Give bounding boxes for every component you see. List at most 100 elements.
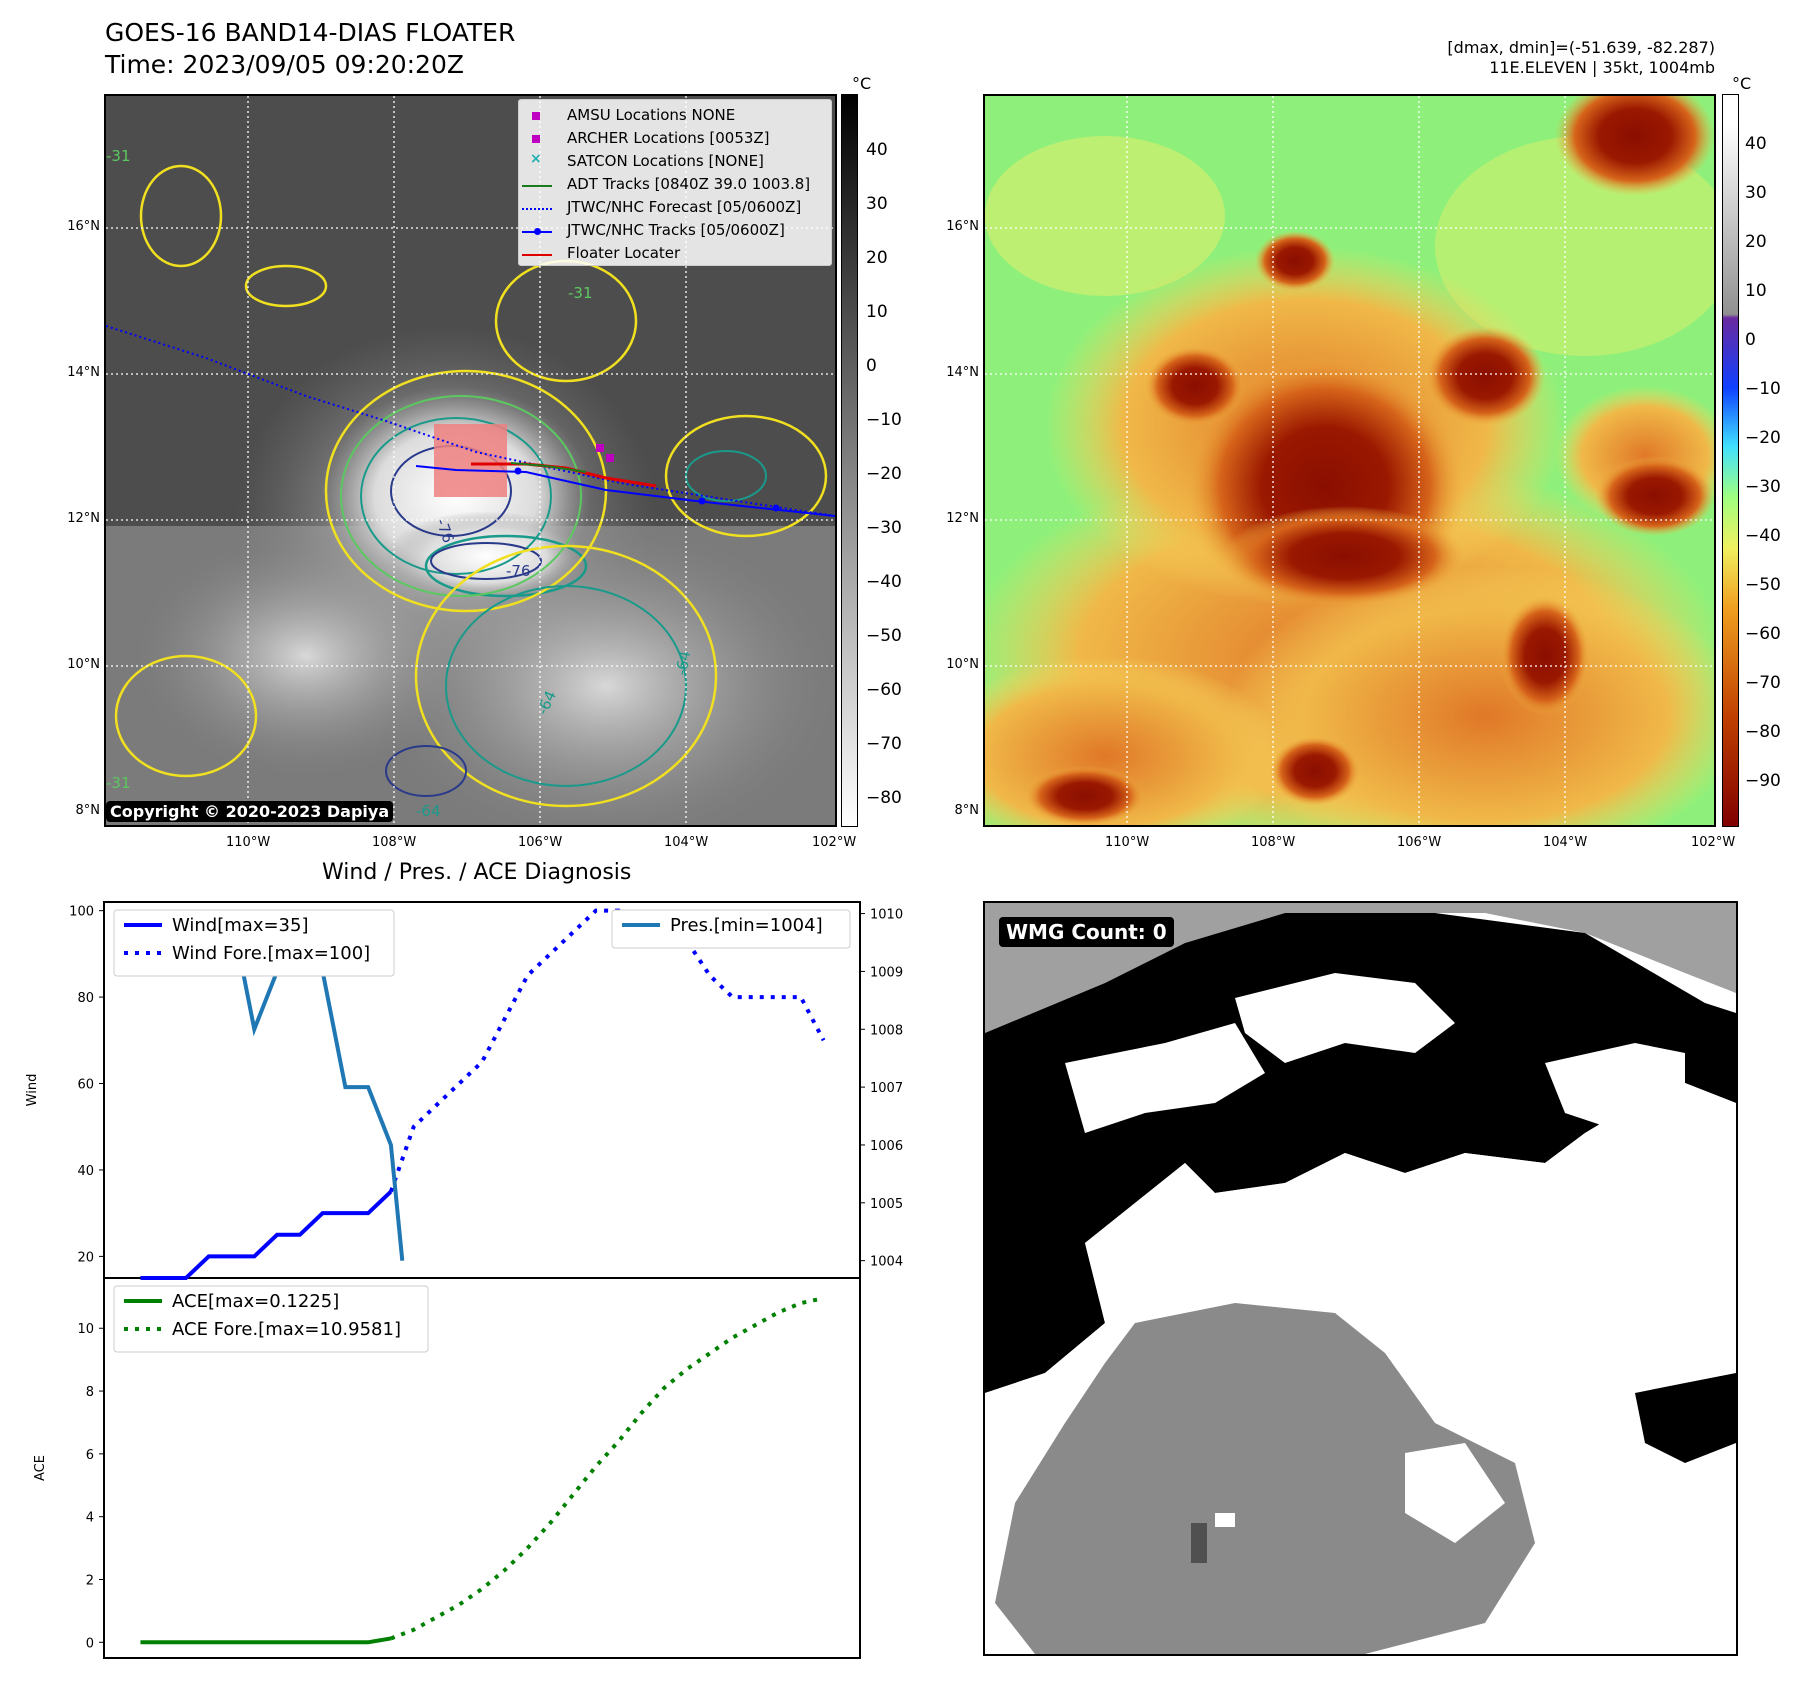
contour-label: -31 (106, 147, 131, 165)
contour-label: -76 (506, 562, 531, 580)
colorbar-tick: −40 (866, 572, 902, 592)
pressure-ytick-label: 1010 (870, 908, 903, 923)
legend-label: JTWC/NHC Tracks [05/0600Z] (567, 221, 785, 239)
legend-label: AMSU Locations NONE (567, 106, 736, 124)
lat-tick: 12°N (946, 511, 979, 526)
colorbar-tick: −10 (1745, 379, 1781, 399)
pressure-ytick-label: 1007 (870, 1081, 903, 1096)
legend-swatch (532, 135, 540, 143)
colorbar-tick: 40 (1745, 134, 1767, 154)
colorbar-tick: −10 (866, 410, 902, 430)
colorbar-tick: −70 (1745, 673, 1781, 693)
colorbar-tick: 0 (866, 356, 877, 376)
ace-panel-series-0 (140, 1636, 392, 1645)
wmg-mask (985, 903, 1736, 1654)
lon-tick: 110°W (226, 835, 271, 850)
colorbar-tick: 0 (1745, 330, 1756, 350)
lat-tick: 14°N (946, 365, 979, 380)
top-left-title-line1: GOES-16 BAND14-DIAS FLOATER (105, 18, 516, 47)
pressure-ytick-label: 1009 (870, 965, 903, 980)
contour-label: -64 (672, 649, 694, 676)
enhanced-ir-image (985, 96, 1714, 825)
chart-legend-label: ACE Fore.[max=10.9581] (172, 1319, 401, 1340)
wmg-panel: WMG Count: 0 (983, 901, 1738, 1656)
ace-ytick-label: 6 (86, 1448, 94, 1463)
lat-tick: 12°N (67, 511, 100, 526)
colorbar-tick: 20 (1745, 232, 1767, 252)
lon-tick: 108°W (372, 835, 417, 850)
ace-panel-frame (103, 1277, 861, 1659)
contour-label: -31 (568, 284, 593, 302)
chart-legend-label: Wind[max=35] (172, 915, 309, 936)
legend-label: JTWC/NHC Forecast [05/0600Z] (567, 198, 802, 216)
colorbar-tick: 40 (866, 140, 888, 160)
colorbar-tick: −80 (1745, 722, 1781, 742)
pressure-ytick-label: 1005 (870, 1197, 903, 1212)
legend-label: SATCON Locations [NONE] (567, 152, 764, 170)
track-line (415, 465, 835, 517)
colorbar-tick: 20 (866, 248, 888, 268)
colorbar-tick: −40 (1745, 526, 1781, 546)
contour-label: -64 (416, 802, 441, 820)
colorbar-tick: −50 (1745, 575, 1781, 595)
top-right-colorbar-unit: °C (1732, 74, 1752, 93)
colorbar-tick: −30 (1745, 477, 1781, 497)
legend-swatch (522, 185, 552, 187)
colorbar-tick: −70 (866, 734, 902, 754)
ir-image-panel: -76 -76 -64 -64 -31 -31 -31 -64 Copyrigh… (104, 94, 837, 827)
colorbar-tick: −60 (1745, 624, 1781, 644)
lon-tick: 102°W (1691, 835, 1736, 850)
contour-label: -31 (106, 774, 131, 792)
lat-tick: 14°N (67, 365, 100, 380)
pressure-ytick-label: 1004 (870, 1255, 903, 1270)
ace-axis-label: ACE (33, 1455, 48, 1481)
pressure-ytick-label: 1008 (870, 1023, 903, 1038)
wind-axis-label: Wind (25, 1074, 40, 1107)
lat-tick: 16°N (67, 219, 100, 234)
floater-box (434, 424, 507, 497)
archer-marker (596, 444, 604, 452)
legend-label: ARCHER Locations [0053Z] (567, 129, 770, 147)
chart-legend (113, 1285, 429, 1353)
wind-ytick-label: 100 (69, 905, 94, 920)
ir-image: -76 -76 -64 -64 -31 -31 -31 -64 (106, 96, 835, 825)
ace-panel-series-1 (390, 1296, 824, 1641)
wmg-count-badge: WMG Count: 0 (999, 917, 1174, 947)
forecast-track (106, 325, 835, 517)
lat-tick: 8°N (75, 803, 101, 818)
wind-ytick-label: 40 (77, 1164, 94, 1179)
ace-ytick-label: 10 (77, 1322, 94, 1337)
adt-track (510, 462, 587, 473)
lat-tick: 8°N (954, 803, 980, 818)
copyright-badge: Copyright © 2020-2023 Dapiya (106, 801, 394, 822)
lat-tick: 10°N (67, 657, 100, 672)
ace-ytick-label: 4 (86, 1511, 94, 1526)
enhanced-ir-panel (983, 94, 1716, 827)
colorbar-tick: −50 (866, 626, 902, 646)
top-left-title-line2: Time: 2023/09/05 09:20:20Z (105, 50, 464, 79)
diagnosis-chart: 1008060402010101009100810071006100510041… (25, 901, 903, 1659)
legend-swatch: × (530, 151, 542, 167)
ace-ytick-label: 0 (86, 1636, 94, 1651)
chart-legend (611, 909, 851, 949)
legend-swatch (532, 112, 540, 120)
wind-ytick-label: 60 (77, 1078, 94, 1093)
colorbar-tick: −90 (1745, 771, 1781, 791)
chart-legend-label: Pres.[min=1004] (670, 915, 823, 936)
wind-ytick-label: 20 (77, 1250, 94, 1265)
colorbar-tick: −60 (866, 680, 902, 700)
top-left-colorbar (841, 94, 858, 827)
lon-tick: 104°W (1543, 835, 1588, 850)
colorbar-tick: −80 (866, 788, 902, 808)
lon-tick: 104°W (664, 835, 709, 850)
chart-legend-label: ACE[max=0.1225] (172, 1291, 339, 1312)
lon-tick: 102°W (812, 835, 857, 850)
legend-dot (534, 228, 541, 235)
chart-legend-label: Wind Fore.[max=100] (172, 943, 370, 964)
lon-tick: 106°W (518, 835, 563, 850)
wind-panel-series-0 (140, 1190, 393, 1280)
colorbar-tick: −30 (866, 518, 902, 538)
legend-swatch (522, 208, 552, 210)
wind-panel-series-1 (389, 908, 826, 1193)
legend-label: ADT Tracks [0840Z 39.0 1003.8] (567, 175, 811, 193)
